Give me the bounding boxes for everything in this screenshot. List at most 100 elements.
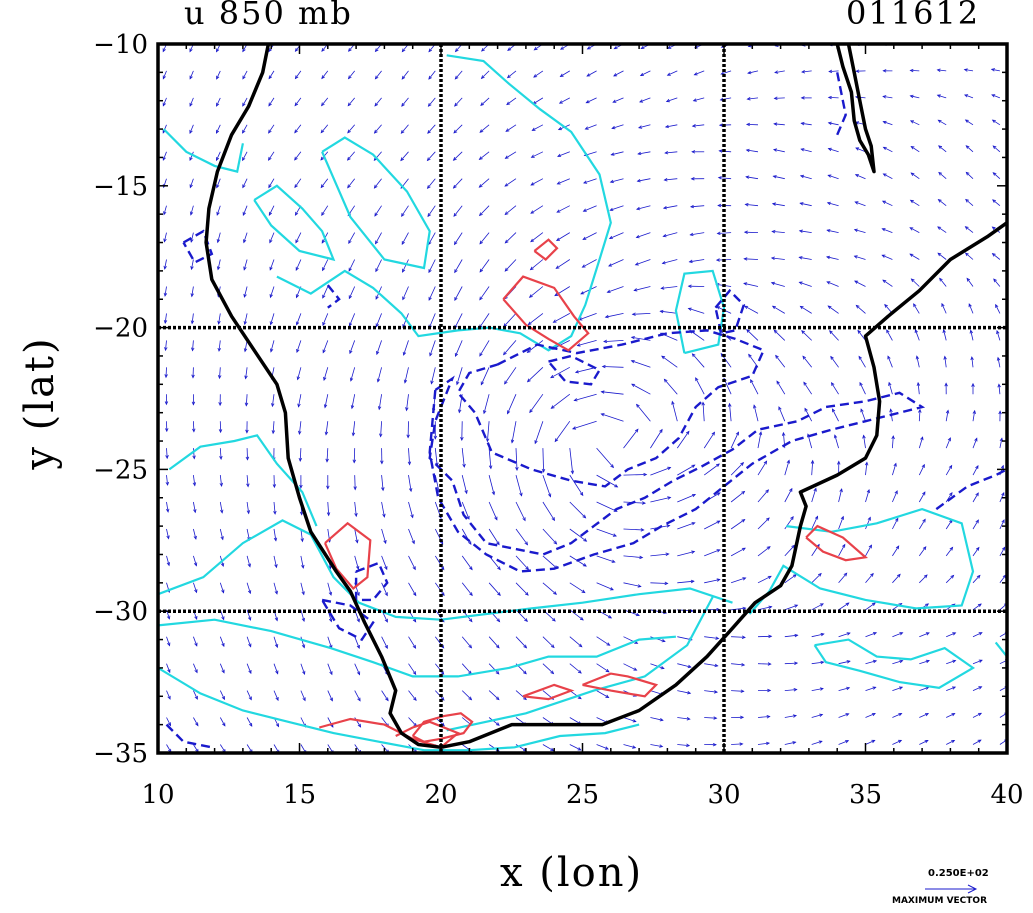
wind-vector-503 [633,286,651,292]
zero-contour-9 [748,507,975,615]
wind-vector-116 [273,528,278,542]
wind-vector-203 [349,367,356,382]
wind-vector-205 [348,313,356,327]
wind-vector-411 [569,582,586,594]
wind-vector-820 [972,464,979,476]
wind-vector-4 [166,636,171,647]
wind-vector-197 [354,528,359,544]
wind-vector-131 [268,124,275,134]
wind-vector-560 [689,204,705,209]
wind-vector-758 [919,686,930,691]
wind-vector-400 [530,151,544,158]
wind-vector-432 [596,744,609,750]
wind-vector-92 [245,448,250,461]
wind-vector-598 [757,634,773,639]
wind-vector-562 [691,150,705,154]
wind-vector-442 [596,474,619,488]
wind-vector-11 [165,448,169,460]
wind-vector-311 [456,367,463,386]
wind-vector-235 [375,232,382,245]
wind-vector-786 [946,659,957,665]
wind-vector-748 [881,228,893,233]
wind-vector-470 [623,428,639,449]
wind-vector-38 [192,448,196,460]
wind-vector-126 [269,259,275,271]
wind-vector-370 [504,232,517,244]
wind-vector-185 [320,124,329,134]
wind-vector-702 [865,739,876,745]
wind-vector-575 [730,518,746,530]
wind-vector-762 [919,574,928,584]
wind-vector-770 [915,355,920,368]
wind-vector-27 [193,744,199,753]
wind-vector-98 [243,286,248,298]
wind-vector-67 [218,394,222,407]
wind-vector-600 [757,575,772,584]
wind-vector-236 [374,205,382,217]
wind-vector-785 [946,686,957,691]
wind-vector-595 [757,715,771,719]
wind-vector-700 [828,69,839,74]
wind-vector-697 [827,147,839,153]
wind-vector-111 [273,663,279,675]
wind-vector-367 [503,313,517,328]
wind-vector-641 [771,202,785,207]
wind-vector-3 [166,663,171,674]
wind-vector-601 [757,546,771,557]
x-axis-label: x (lon) [500,850,644,896]
wind-vector-99 [243,259,248,271]
wind-vector-339 [479,340,490,357]
wind-vector-253 [408,475,413,493]
wind-vector-484 [613,70,624,77]
wind-vector-52 [189,70,194,80]
wind-vector-501 [630,336,651,341]
wind-vector-104 [242,124,248,134]
wind-vector-805 [938,145,947,153]
wind-vector-714 [860,408,866,422]
wind-vector-333 [488,501,498,521]
wind-vector-254 [407,448,412,466]
wind-vector-299 [461,690,473,701]
wind-vector-807 [936,94,947,99]
wind-vector-553 [695,377,705,395]
wind-vector-334 [488,475,496,496]
wind-vector-719 [854,280,866,287]
wind-vector-613 [743,230,759,235]
wind-vector-832 [965,145,974,153]
wind-vector-637 [771,305,786,314]
wind-vector-16 [163,313,168,325]
wind-vector-862 [990,68,1000,72]
wind-vector-294 [427,97,436,107]
wind-vector-285 [429,340,436,357]
wind-vector-672 [800,96,812,100]
coastline [204,44,1007,750]
wind-vector-196 [354,555,360,570]
wind-vector-586 [716,231,732,235]
wind-vector-293 [427,124,436,134]
wind-vector-168 [327,582,333,596]
wind-vector-626 [784,604,799,611]
wind-vector-634 [776,380,786,395]
wind-vector-435 [596,663,610,673]
wind-vector-611 [743,282,759,287]
zero-contour-10 [813,638,976,689]
wind-vector-322 [454,70,463,80]
wind-vector-536 [664,124,678,129]
wind-vector-193 [354,636,360,650]
wind-vector-643 [773,148,785,153]
wind-vector-208 [348,232,356,245]
wind-vector-245 [408,690,417,702]
wind-vector-802 [937,226,947,233]
wind-vector-9 [165,501,170,513]
wind-vector-178 [322,313,329,327]
wind-vector-68 [217,367,222,380]
wind-vector-649 [811,713,824,718]
wind-vector-609 [746,329,759,341]
wind-vector-204 [349,340,356,355]
wind-vector-101 [242,205,248,216]
wind-vector-292 [426,151,436,162]
wind-vector-391 [529,393,544,414]
wind-vector-715 [859,381,866,395]
wind-vector-768 [918,408,922,422]
wind-vector-514 [677,717,691,721]
